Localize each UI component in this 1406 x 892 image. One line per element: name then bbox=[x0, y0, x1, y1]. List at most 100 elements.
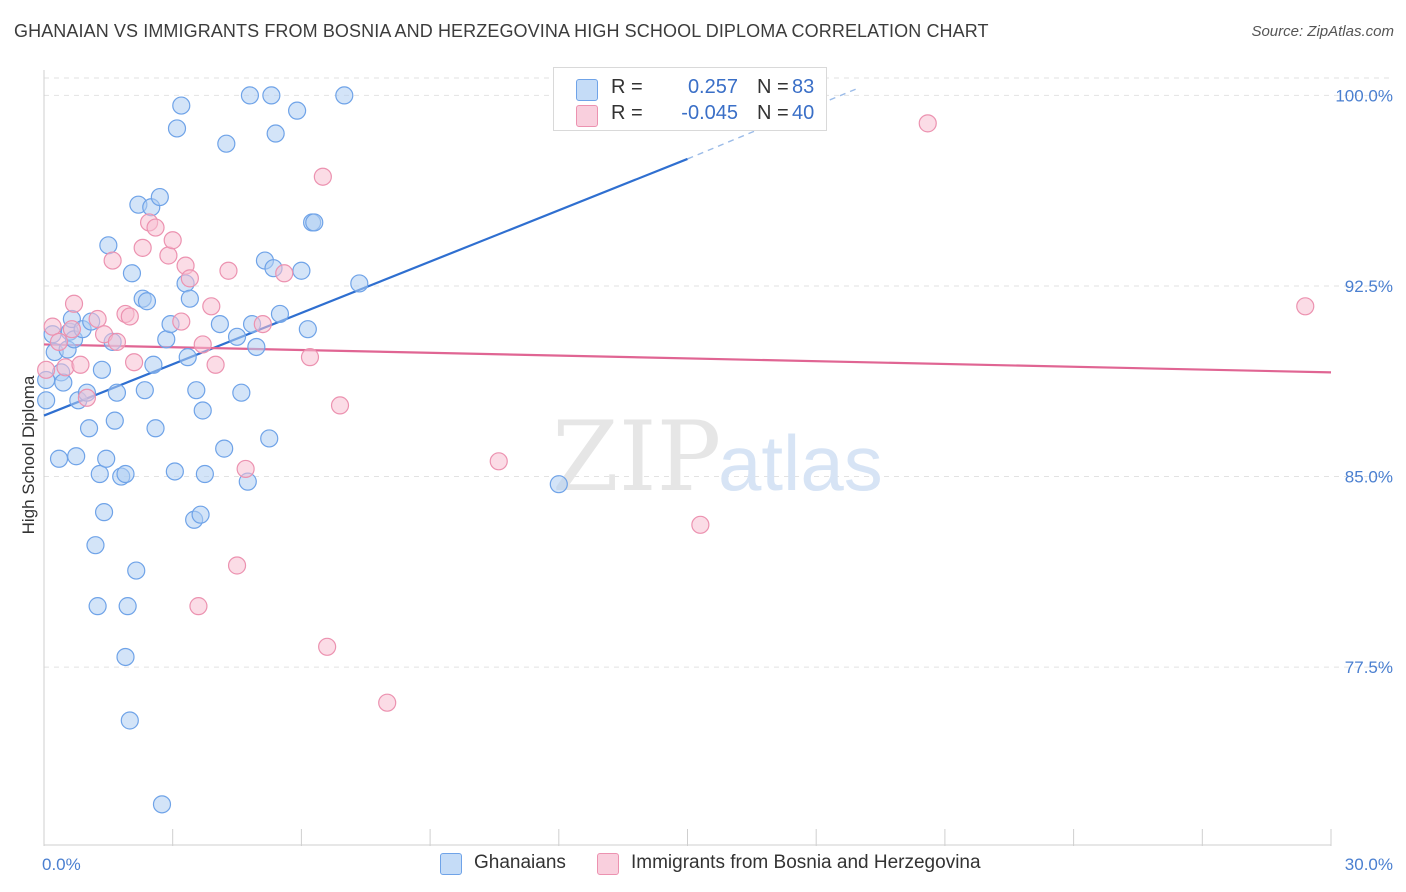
data-point-bosnia bbox=[64, 294, 84, 313]
data-point-ghanaians bbox=[227, 327, 247, 346]
data-point-bosnia bbox=[120, 307, 139, 326]
data-point-bosnia bbox=[49, 332, 69, 351]
data-point-ghanaians bbox=[120, 711, 139, 730]
source-label: Source: ZipAtlas.com bbox=[1251, 23, 1394, 40]
data-point-ghanaians bbox=[165, 462, 184, 481]
data-point-bosnia bbox=[206, 355, 225, 374]
data-point-ghanaians bbox=[54, 373, 73, 392]
legend-r-label: R = bbox=[611, 102, 643, 124]
data-point-ghanaians bbox=[137, 292, 157, 311]
watermark-zip: ZIP bbox=[552, 401, 721, 513]
data-point-ghanaians bbox=[88, 597, 107, 616]
data-point-ghanaians bbox=[150, 187, 169, 207]
y-axis-title: High School Diploma bbox=[19, 375, 38, 534]
data-point-bosnia bbox=[172, 312, 191, 331]
x-tick-label-start: 0.0% bbox=[42, 855, 81, 874]
data-point-ghanaians bbox=[262, 86, 281, 105]
data-point-ghanaians bbox=[195, 464, 214, 484]
data-points bbox=[37, 86, 1315, 814]
y-tick-label: 92.5% bbox=[1345, 277, 1393, 296]
data-point-ghanaians bbox=[99, 236, 118, 255]
data-point-bosnia bbox=[253, 314, 272, 334]
legend-swatch-pink bbox=[597, 853, 619, 875]
data-point-ghanaians bbox=[193, 401, 212, 420]
data-point-bosnia bbox=[71, 355, 90, 374]
data-point-ghanaians bbox=[217, 134, 236, 153]
data-point-ghanaians bbox=[260, 429, 279, 448]
data-point-bosnia bbox=[236, 459, 255, 479]
legend-ghanaians-label: Ghanaians bbox=[474, 852, 566, 873]
data-point-ghanaians bbox=[144, 355, 163, 374]
data-point-ghanaians bbox=[146, 419, 165, 438]
data-point-ghanaians bbox=[122, 264, 142, 283]
data-point-ghanaians bbox=[49, 449, 69, 468]
data-point-ghanaians bbox=[94, 503, 114, 522]
data-point-ghanaians bbox=[247, 337, 266, 357]
data-point-ghanaians bbox=[298, 320, 317, 339]
data-point-bosnia bbox=[146, 218, 165, 237]
legend-r-value: 0.257 bbox=[687, 76, 738, 98]
data-point-ghanaians bbox=[105, 411, 124, 430]
x-tick-label-end: 30.0% bbox=[1345, 855, 1393, 874]
data-point-ghanaians bbox=[167, 119, 187, 138]
data-point-ghanaians bbox=[215, 439, 234, 458]
data-point-bosnia bbox=[202, 297, 221, 316]
y-tick-label: 100.0% bbox=[1335, 86, 1393, 105]
data-point-bosnia bbox=[43, 317, 62, 336]
data-point-bosnia bbox=[103, 251, 122, 270]
legend-swatch-blue bbox=[576, 79, 598, 101]
data-point-ghanaians bbox=[350, 274, 369, 293]
data-point-ghanaians bbox=[127, 561, 146, 580]
legend-n-value: 40 bbox=[792, 102, 815, 124]
legend-swatch-pink bbox=[576, 105, 598, 127]
data-point-bosnia bbox=[193, 335, 212, 354]
data-point-bosnia bbox=[918, 114, 937, 133]
legend-swatch-blue bbox=[440, 853, 462, 875]
correlation-legend: R = 0.257 N = 83 R = -0.045 N = 40 bbox=[553, 67, 827, 131]
data-point-ghanaians bbox=[116, 647, 135, 667]
data-point-ghanaians bbox=[292, 261, 311, 280]
data-point-bosnia bbox=[489, 452, 508, 471]
data-point-ghanaians bbox=[116, 464, 135, 484]
data-point-bosnia bbox=[275, 264, 294, 283]
data-point-ghanaians bbox=[92, 360, 112, 379]
data-point-bosnia bbox=[88, 309, 107, 329]
gridlines bbox=[44, 77, 1394, 668]
data-point-ghanaians bbox=[97, 449, 116, 468]
legend-n-label: N = bbox=[757, 102, 789, 124]
chart-title: GHANAIAN VS IMMIGRANTS FROM BOSNIA AND H… bbox=[14, 21, 989, 41]
y-tick-label: 85.0% bbox=[1345, 468, 1393, 487]
data-point-bosnia bbox=[219, 261, 238, 280]
data-point-bosnia bbox=[159, 246, 178, 265]
data-point-bosnia bbox=[56, 358, 75, 377]
data-point-ghanaians bbox=[135, 381, 154, 400]
data-point-bosnia bbox=[62, 320, 81, 339]
data-point-bosnia bbox=[318, 637, 337, 656]
data-point-bosnia bbox=[124, 353, 144, 372]
data-point-bosnia bbox=[133, 238, 152, 257]
data-point-ghanaians bbox=[191, 505, 210, 524]
data-point-bosnia bbox=[691, 515, 710, 534]
data-point-ghanaians bbox=[157, 330, 176, 349]
data-point-ghanaians bbox=[79, 419, 99, 438]
legend-n-value: 83 bbox=[792, 76, 815, 98]
data-point-bosnia bbox=[189, 597, 208, 616]
watermark-atlas: atlas bbox=[718, 419, 883, 507]
data-point-ghanaians bbox=[288, 101, 307, 120]
legend-r-value: -0.045 bbox=[681, 102, 738, 124]
y-tick-label: 77.5% bbox=[1345, 658, 1393, 677]
trend-line-bosnia bbox=[43, 343, 1332, 374]
data-point-ghanaians bbox=[266, 124, 285, 143]
data-point-bosnia bbox=[37, 360, 56, 379]
data-point-ghanaians bbox=[86, 536, 105, 555]
watermark: ZIP atlas bbox=[552, 401, 883, 513]
tick-labels: 77.5% 85.0% 92.5% 100.0% 0.0% 30.0% bbox=[42, 86, 1393, 874]
data-point-ghanaians bbox=[118, 597, 137, 616]
data-point-bosnia bbox=[180, 269, 199, 288]
data-point-bosnia bbox=[1296, 297, 1315, 316]
data-point-ghanaians bbox=[232, 383, 251, 402]
data-point-bosnia bbox=[107, 332, 127, 351]
data-point-ghanaians bbox=[107, 383, 127, 402]
data-point-ghanaians bbox=[270, 304, 290, 324]
